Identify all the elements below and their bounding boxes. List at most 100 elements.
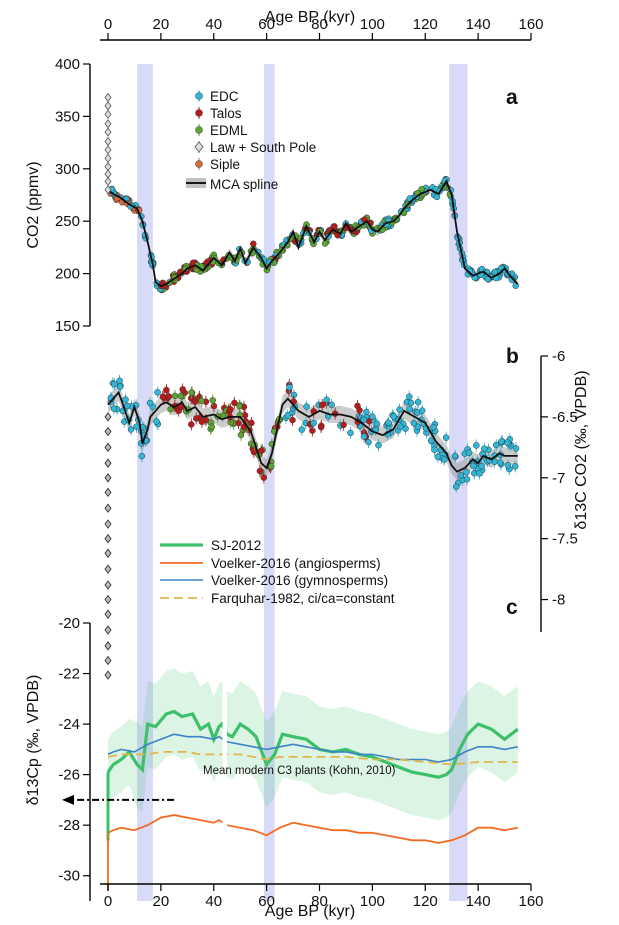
data-point-b bbox=[365, 438, 372, 446]
data-point-b bbox=[452, 483, 460, 490]
x-tick-label-top: 60 bbox=[258, 16, 275, 33]
data-gap bbox=[222, 623, 227, 901]
data-point-law-b bbox=[104, 503, 112, 513]
data-point-b bbox=[407, 399, 415, 407]
data-point-law-a bbox=[104, 145, 112, 155]
data-point-b bbox=[235, 419, 242, 427]
spline-envelope-b bbox=[108, 384, 518, 481]
data-point-b bbox=[406, 405, 413, 413]
data-point-b bbox=[146, 399, 154, 407]
data-point-law-b bbox=[104, 473, 112, 483]
data-point-b bbox=[431, 446, 438, 453]
y-tick-label-b: -8 bbox=[552, 592, 565, 609]
data-point-b bbox=[267, 463, 275, 470]
y-tick-label-c: -28 bbox=[58, 817, 80, 834]
data-point-b bbox=[124, 402, 131, 410]
data-point-law-b bbox=[104, 670, 112, 680]
data-point-b bbox=[504, 439, 511, 446]
legend-c-item: Voelker-2016 (angiosperms) bbox=[211, 556, 381, 571]
data-point-a bbox=[331, 223, 338, 230]
data-point-law-a bbox=[104, 109, 112, 119]
series-line-c-4 bbox=[107, 751, 518, 766]
x-axis-label-top: Age BP (kyr) bbox=[265, 9, 355, 26]
series-line-c-1 bbox=[106, 709, 519, 779]
data-point-law-b bbox=[104, 534, 112, 544]
data-point-b bbox=[210, 402, 218, 410]
panel-c-plot bbox=[62, 623, 519, 901]
y-tick-label-a: 400 bbox=[55, 56, 80, 73]
x-tick-label-top: 100 bbox=[360, 16, 385, 33]
legend-a-marker bbox=[194, 141, 204, 153]
data-point-b bbox=[298, 426, 306, 433]
data-point-b bbox=[153, 418, 160, 425]
termination-band bbox=[263, 64, 275, 901]
data-point-a bbox=[321, 240, 329, 247]
legend-panel-c: SJ-2012 Voelker-2016 (angiosperms) Voelk… bbox=[160, 538, 395, 606]
legend-a-marker bbox=[195, 109, 203, 117]
x-tick-label-top: 20 bbox=[153, 16, 170, 33]
data-point-law-b bbox=[104, 487, 112, 498]
x-tick-label-top: 0 bbox=[104, 16, 112, 33]
data-point-b bbox=[340, 421, 347, 429]
x-tick-label-bottom: 100 bbox=[360, 893, 385, 910]
data-point-b bbox=[317, 423, 325, 431]
annotation-arrow-head bbox=[62, 794, 74, 805]
data-point-law-b bbox=[104, 442, 112, 452]
series-line-mca-spline-a bbox=[107, 179, 519, 288]
x-tick-label-bottom: 0 bbox=[104, 893, 112, 910]
data-point-b bbox=[323, 396, 330, 404]
data-point-b bbox=[163, 386, 170, 394]
data-point-b bbox=[375, 441, 382, 449]
panel-a-plot bbox=[104, 92, 519, 294]
data-point-b bbox=[410, 420, 418, 427]
termination-band bbox=[137, 64, 153, 901]
x-tick-label-bottom: 40 bbox=[205, 893, 222, 910]
data-point-b bbox=[473, 442, 480, 449]
legend-a-item: Law + South Pole bbox=[210, 140, 316, 155]
y-tick-label-a: 300 bbox=[55, 161, 80, 178]
x-tick-label-bottom: 120 bbox=[413, 893, 438, 910]
data-point-b bbox=[289, 416, 296, 424]
axes: 0 0 20 20 40 40 60 60 80 80 100 100 120 120 140 140 160 1… bbox=[55, 16, 578, 910]
data-point-b bbox=[110, 405, 118, 412]
y-axis-label-a: CO2 (ppmv) bbox=[25, 161, 42, 248]
legend-a-item: Talos bbox=[210, 106, 242, 121]
series-line-c-3 bbox=[107, 733, 518, 763]
data-point-law-b bbox=[104, 564, 112, 574]
y-axis-label-c: δ13Cp (‰, VPDB) bbox=[25, 675, 42, 806]
x-tick-label-top: 120 bbox=[413, 16, 438, 33]
data-point-a bbox=[418, 186, 425, 193]
x-axis-label-bottom: Age BP (kyr) bbox=[265, 903, 355, 920]
data-point-law-b bbox=[104, 625, 112, 635]
legend-a-marker bbox=[195, 92, 203, 100]
y-tick-label-c: -24 bbox=[58, 716, 80, 733]
data-point-b bbox=[179, 386, 186, 393]
data-point-law-a bbox=[104, 176, 112, 187]
data-point-b bbox=[504, 462, 512, 469]
data-point-b bbox=[237, 431, 245, 439]
x-tick-label-top: 80 bbox=[311, 16, 328, 33]
data-point-law-a bbox=[104, 119, 112, 129]
data-point-b bbox=[310, 419, 317, 427]
data-point-law-b bbox=[104, 519, 112, 529]
legend-a-marker bbox=[195, 160, 203, 168]
panel-label-b: b bbox=[506, 345, 519, 368]
data-point-b bbox=[116, 377, 123, 385]
data-point-b bbox=[133, 423, 140, 430]
y-tick-label-a: 250 bbox=[55, 213, 80, 230]
data-point-law-a bbox=[104, 136, 112, 147]
data-point-b bbox=[457, 472, 465, 479]
data-point-law-a bbox=[104, 92, 112, 103]
data-point-b bbox=[476, 470, 483, 477]
data-point-b bbox=[470, 462, 477, 470]
data-point-b bbox=[363, 408, 370, 416]
data-point-b bbox=[127, 426, 135, 433]
y-axis-label-b: δ13C CO2 (‰, VPDB) bbox=[573, 370, 590, 529]
data-point-b bbox=[360, 416, 368, 424]
data-point-b bbox=[165, 393, 173, 400]
legend-a-item: EDC bbox=[210, 89, 239, 104]
data-point-law-a bbox=[104, 101, 112, 111]
data-point-law-b bbox=[104, 426, 112, 437]
data-point-b bbox=[442, 434, 450, 441]
